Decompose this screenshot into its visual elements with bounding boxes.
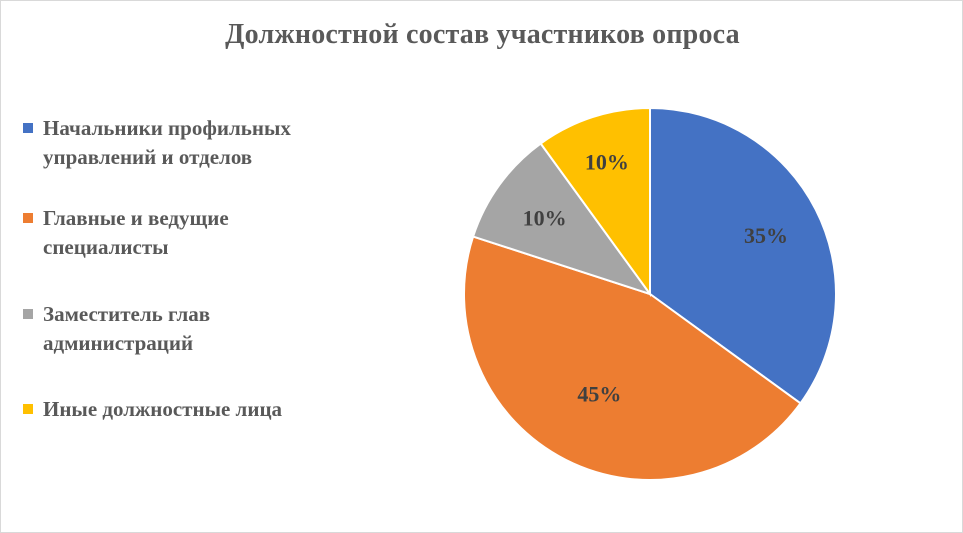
legend-swatch	[23, 123, 33, 133]
legend-swatch	[23, 404, 33, 414]
legend-item: Заместитель глав администраций	[23, 300, 343, 358]
legend-label: Заместитель глав администраций	[43, 302, 211, 355]
pie-slice	[539, 106, 651, 298]
pie-data-label: 10%	[523, 205, 567, 230]
pie-slice	[649, 106, 837, 405]
pie-data-label: 10%	[585, 149, 629, 174]
legend-label: Главные и ведущие специалисты	[43, 206, 229, 259]
legend-label: Начальники профильных управлений и отдел…	[43, 116, 291, 169]
pie-data-label: 35%	[744, 223, 788, 248]
chart-title: Должностной состав участников опроса	[225, 19, 740, 50]
pie-data-label: 45%	[577, 381, 621, 406]
pie-slice	[471, 142, 653, 296]
legend-item: Главные и ведущие специалисты	[23, 204, 343, 262]
legend-item: Начальники профильных управлений и отдел…	[23, 114, 343, 172]
legend-swatch	[23, 213, 33, 223]
legend-item: Иные должностные лица	[23, 395, 343, 424]
legend-label: Иные должностные лица	[43, 397, 283, 421]
pie-slice	[463, 235, 802, 481]
legend-swatch	[23, 309, 33, 319]
